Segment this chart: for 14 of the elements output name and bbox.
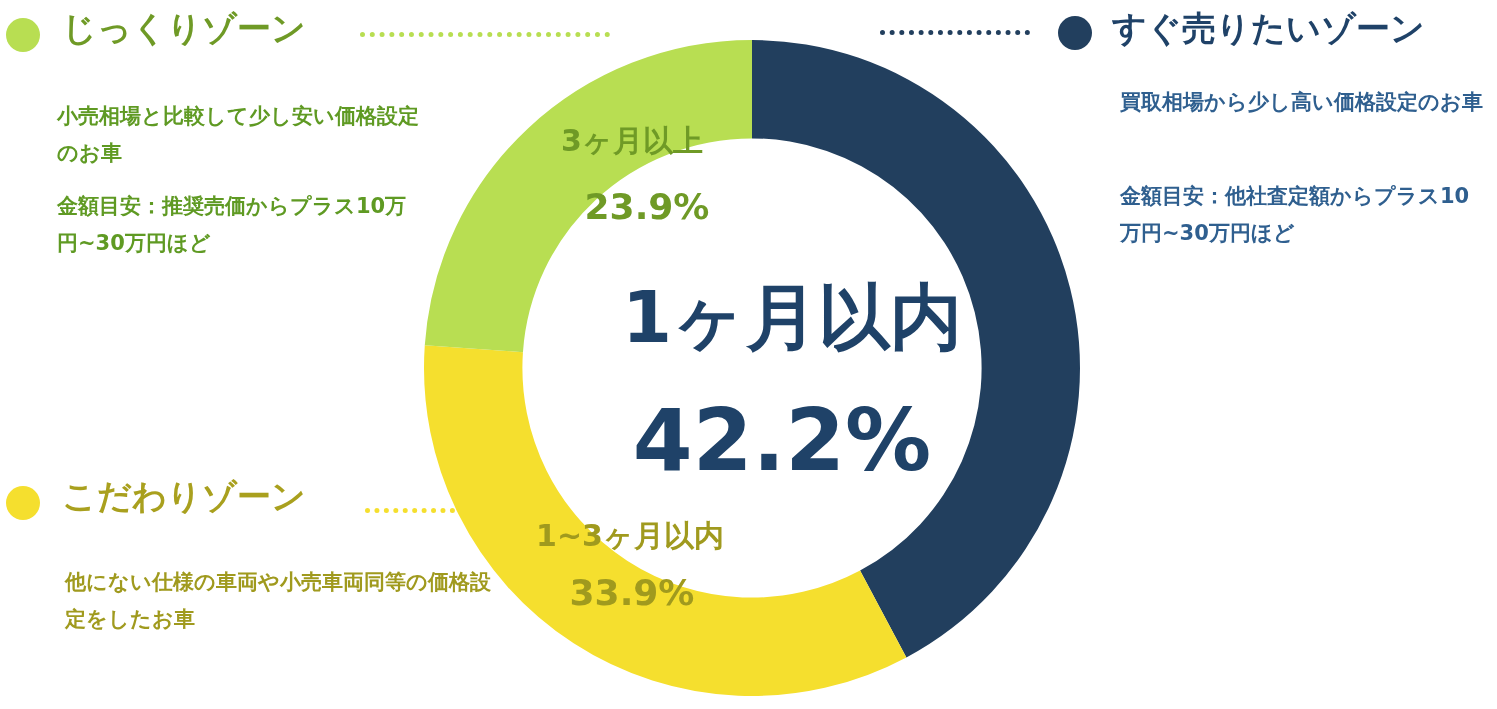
text: 買取相場から少し高い価格設定のお車 [1120,89,1484,116]
text: こだわりゾーン [62,475,307,518]
slice-label: 1ヶ月以内 [621,274,963,359]
text: すぐ売りたいゾーン [1112,7,1426,50]
data-label: 23.9% [584,186,710,228]
text: 他にない仕様の車両や小売車両同等の価格設定をしたお車 [65,569,492,633]
text: じっくりゾーン [62,7,307,50]
text: 小売相場と比較して少し安い価格設定のお車 [57,103,420,167]
slice-label: 3ヶ月以上 [561,122,703,158]
data-label: 42.2% [632,390,932,491]
data-label: 33.9% [569,572,695,614]
text: 金額目安：推奨売価からプラス10万円~30万円ほど [57,193,408,257]
slice-label: 1~3ヶ月以内 [536,517,724,553]
text: 金額目安：他社査定額からプラス10万円~30万円ほど [1120,183,1471,247]
